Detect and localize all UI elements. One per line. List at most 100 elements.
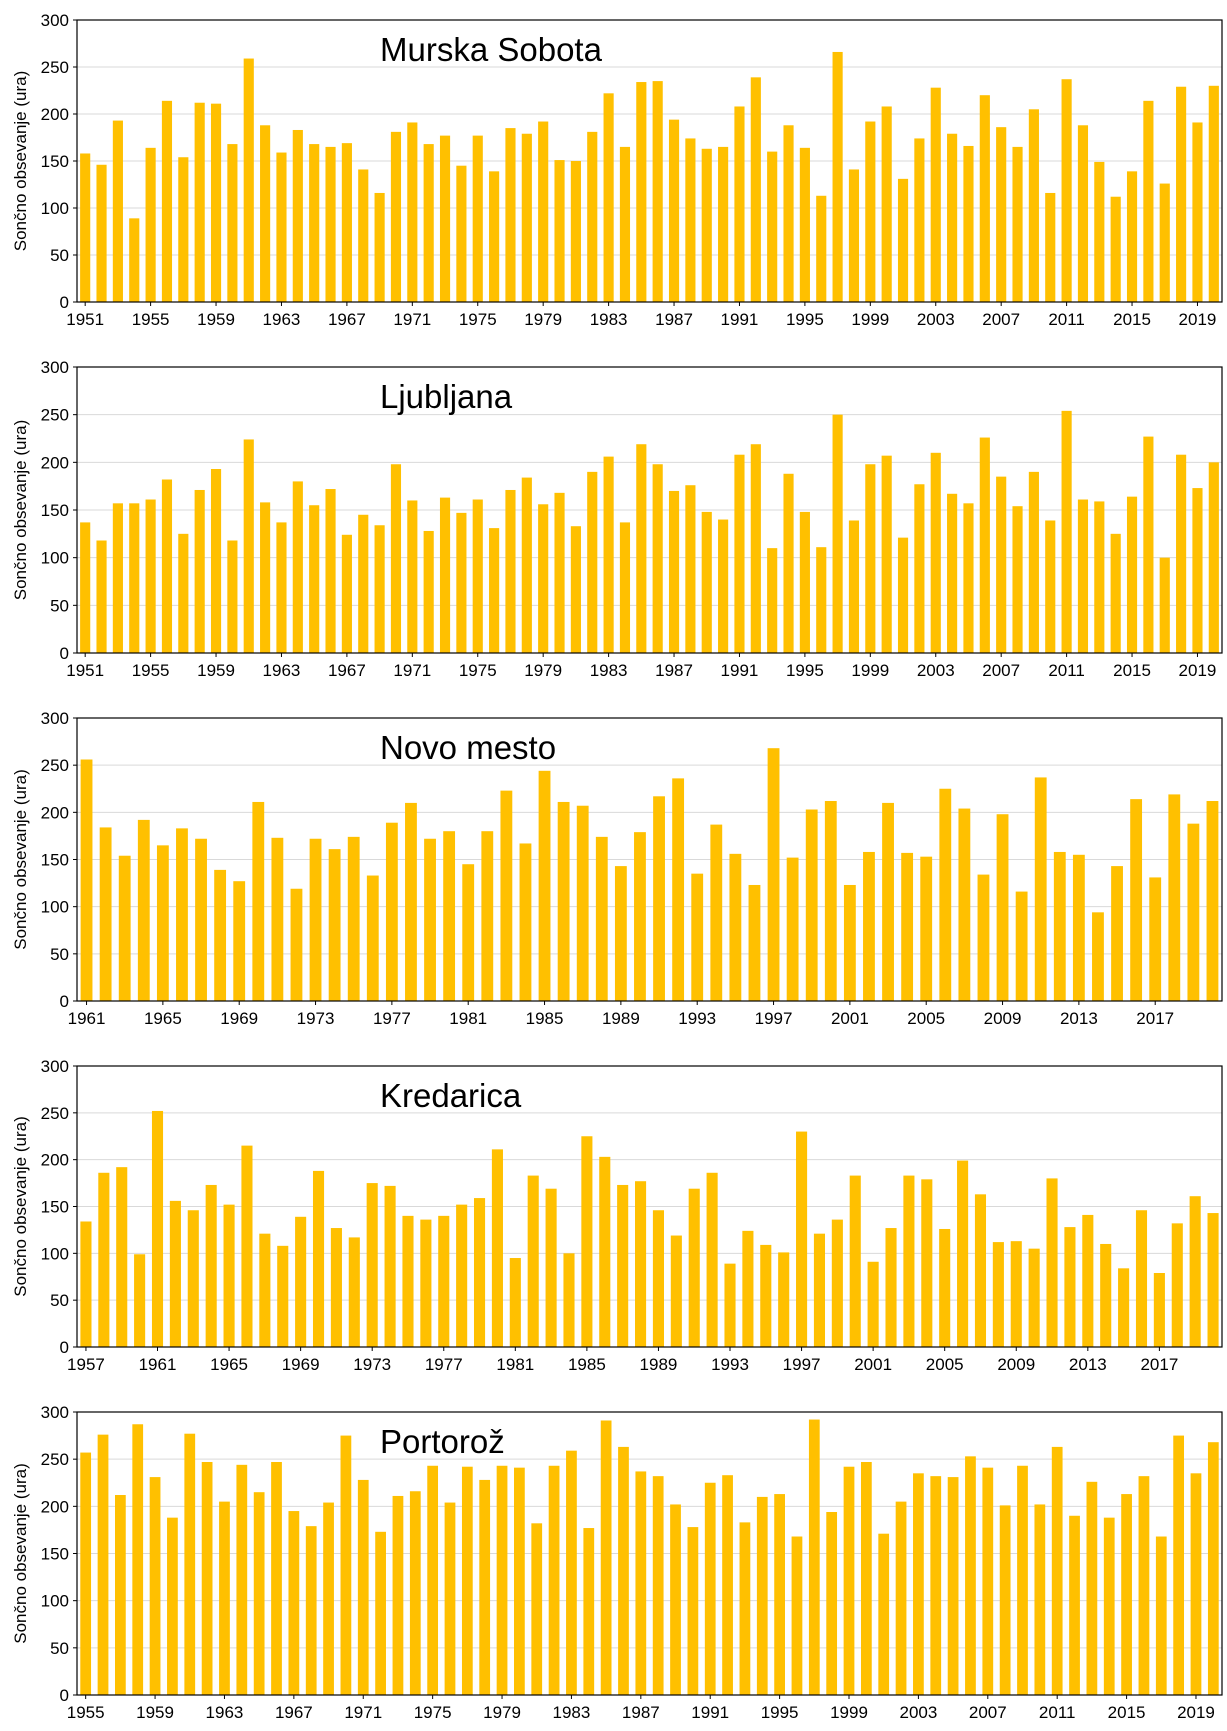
bar xyxy=(538,121,549,303)
bar xyxy=(309,144,320,302)
y-axis-label: Sončno obsevanje (ura) xyxy=(11,1463,30,1644)
bar xyxy=(1208,85,1219,302)
x-tick-label: 1983 xyxy=(553,1703,591,1722)
bar xyxy=(129,503,140,653)
bar xyxy=(1082,1214,1094,1347)
x-tick-label: 1957 xyxy=(67,1355,105,1374)
bar xyxy=(548,1465,560,1695)
bar xyxy=(958,808,971,1001)
bar xyxy=(1034,777,1047,1001)
bar xyxy=(178,157,189,302)
bar xyxy=(1159,183,1170,302)
y-tick-label: 100 xyxy=(41,898,69,917)
chart-panel-2: 0 50 100 150 200 250 300 1951 1955 1959 1963 1967 19… xyxy=(11,358,1223,680)
bar xyxy=(831,1219,843,1347)
x-tick-label: 1975 xyxy=(459,661,497,680)
bar xyxy=(1118,1268,1130,1347)
bar xyxy=(438,1215,450,1347)
x-tick-label: 2005 xyxy=(926,1355,964,1374)
bar xyxy=(236,1464,248,1695)
bar xyxy=(581,1136,593,1347)
bar xyxy=(1206,801,1219,1001)
bar xyxy=(587,131,598,302)
bar xyxy=(227,540,238,653)
bar xyxy=(848,520,860,653)
y-tick-label: 150 xyxy=(41,851,69,870)
bar xyxy=(325,489,336,653)
bar xyxy=(210,469,222,653)
bar xyxy=(718,519,729,653)
bar xyxy=(760,1244,772,1347)
bar xyxy=(390,131,402,302)
bar xyxy=(1207,1213,1219,1347)
bar xyxy=(1012,506,1023,653)
x-tick-label: 1979 xyxy=(524,661,562,680)
bar xyxy=(1094,501,1105,653)
x-tick-label: 2019 xyxy=(1177,1703,1215,1722)
bar xyxy=(865,464,876,653)
bar xyxy=(1051,1446,1063,1695)
bar xyxy=(1012,146,1023,302)
bar xyxy=(1100,1243,1112,1347)
bar xyxy=(930,452,941,653)
x-tick-label: 1991 xyxy=(691,1703,729,1722)
bar xyxy=(96,164,107,302)
bar xyxy=(619,522,631,653)
bar xyxy=(423,530,434,653)
x-tick-label: 2015 xyxy=(1108,1703,1146,1722)
bar xyxy=(341,534,352,653)
bar xyxy=(799,147,810,302)
bar xyxy=(1010,1241,1022,1347)
bar xyxy=(718,146,729,302)
x-tick-label: 2007 xyxy=(982,310,1020,329)
x-tick-label: 2017 xyxy=(1136,1009,1174,1028)
bar xyxy=(710,824,723,1001)
x-tick-label: 1997 xyxy=(783,1355,821,1374)
bar xyxy=(767,748,780,1001)
bar xyxy=(1045,520,1056,653)
bar xyxy=(496,1465,508,1695)
bar xyxy=(194,489,205,653)
bar xyxy=(1034,1504,1046,1695)
bar xyxy=(1143,100,1154,302)
y-tick-label: 50 xyxy=(50,945,69,964)
y-tick-label: 50 xyxy=(50,596,69,615)
bar xyxy=(80,759,93,1001)
bar xyxy=(473,1198,486,1347)
x-tick-label: 1999 xyxy=(851,661,889,680)
y-tick-label: 150 xyxy=(41,1198,69,1217)
y-tick-label: 250 xyxy=(41,1104,69,1123)
x-tick-label: 1987 xyxy=(622,1703,660,1722)
x-tick-label: 2003 xyxy=(917,661,955,680)
bar xyxy=(687,1527,699,1695)
bar xyxy=(979,95,990,302)
x-tick-label: 2011 xyxy=(1039,1703,1076,1722)
x-tick-label: 1989 xyxy=(602,1009,640,1028)
bar xyxy=(276,522,287,653)
bar xyxy=(290,888,303,1001)
bar xyxy=(685,138,696,302)
bar xyxy=(132,1424,144,1695)
x-tick-label: 2001 xyxy=(831,1009,869,1028)
bar xyxy=(489,528,500,653)
x-tick-label: 1965 xyxy=(144,1009,182,1028)
bar xyxy=(80,1452,92,1695)
y-tick-label: 50 xyxy=(50,1639,69,1658)
bar xyxy=(774,1494,785,1695)
bar xyxy=(832,51,843,303)
x-tick-label: 1959 xyxy=(197,310,235,329)
bar xyxy=(260,502,271,653)
bar xyxy=(330,1228,342,1347)
bar xyxy=(184,1433,196,1695)
bar xyxy=(999,1505,1011,1695)
bar xyxy=(358,514,369,653)
bar xyxy=(618,1446,629,1695)
bar xyxy=(116,1167,128,1347)
bar xyxy=(1192,122,1203,303)
bar xyxy=(587,471,598,653)
bar xyxy=(201,1461,213,1695)
x-tick-label: 1995 xyxy=(786,310,824,329)
y-tick-label: 0 xyxy=(60,992,69,1011)
x-tick-label: 1955 xyxy=(67,1703,105,1722)
x-tick-label: 1987 xyxy=(655,310,693,329)
